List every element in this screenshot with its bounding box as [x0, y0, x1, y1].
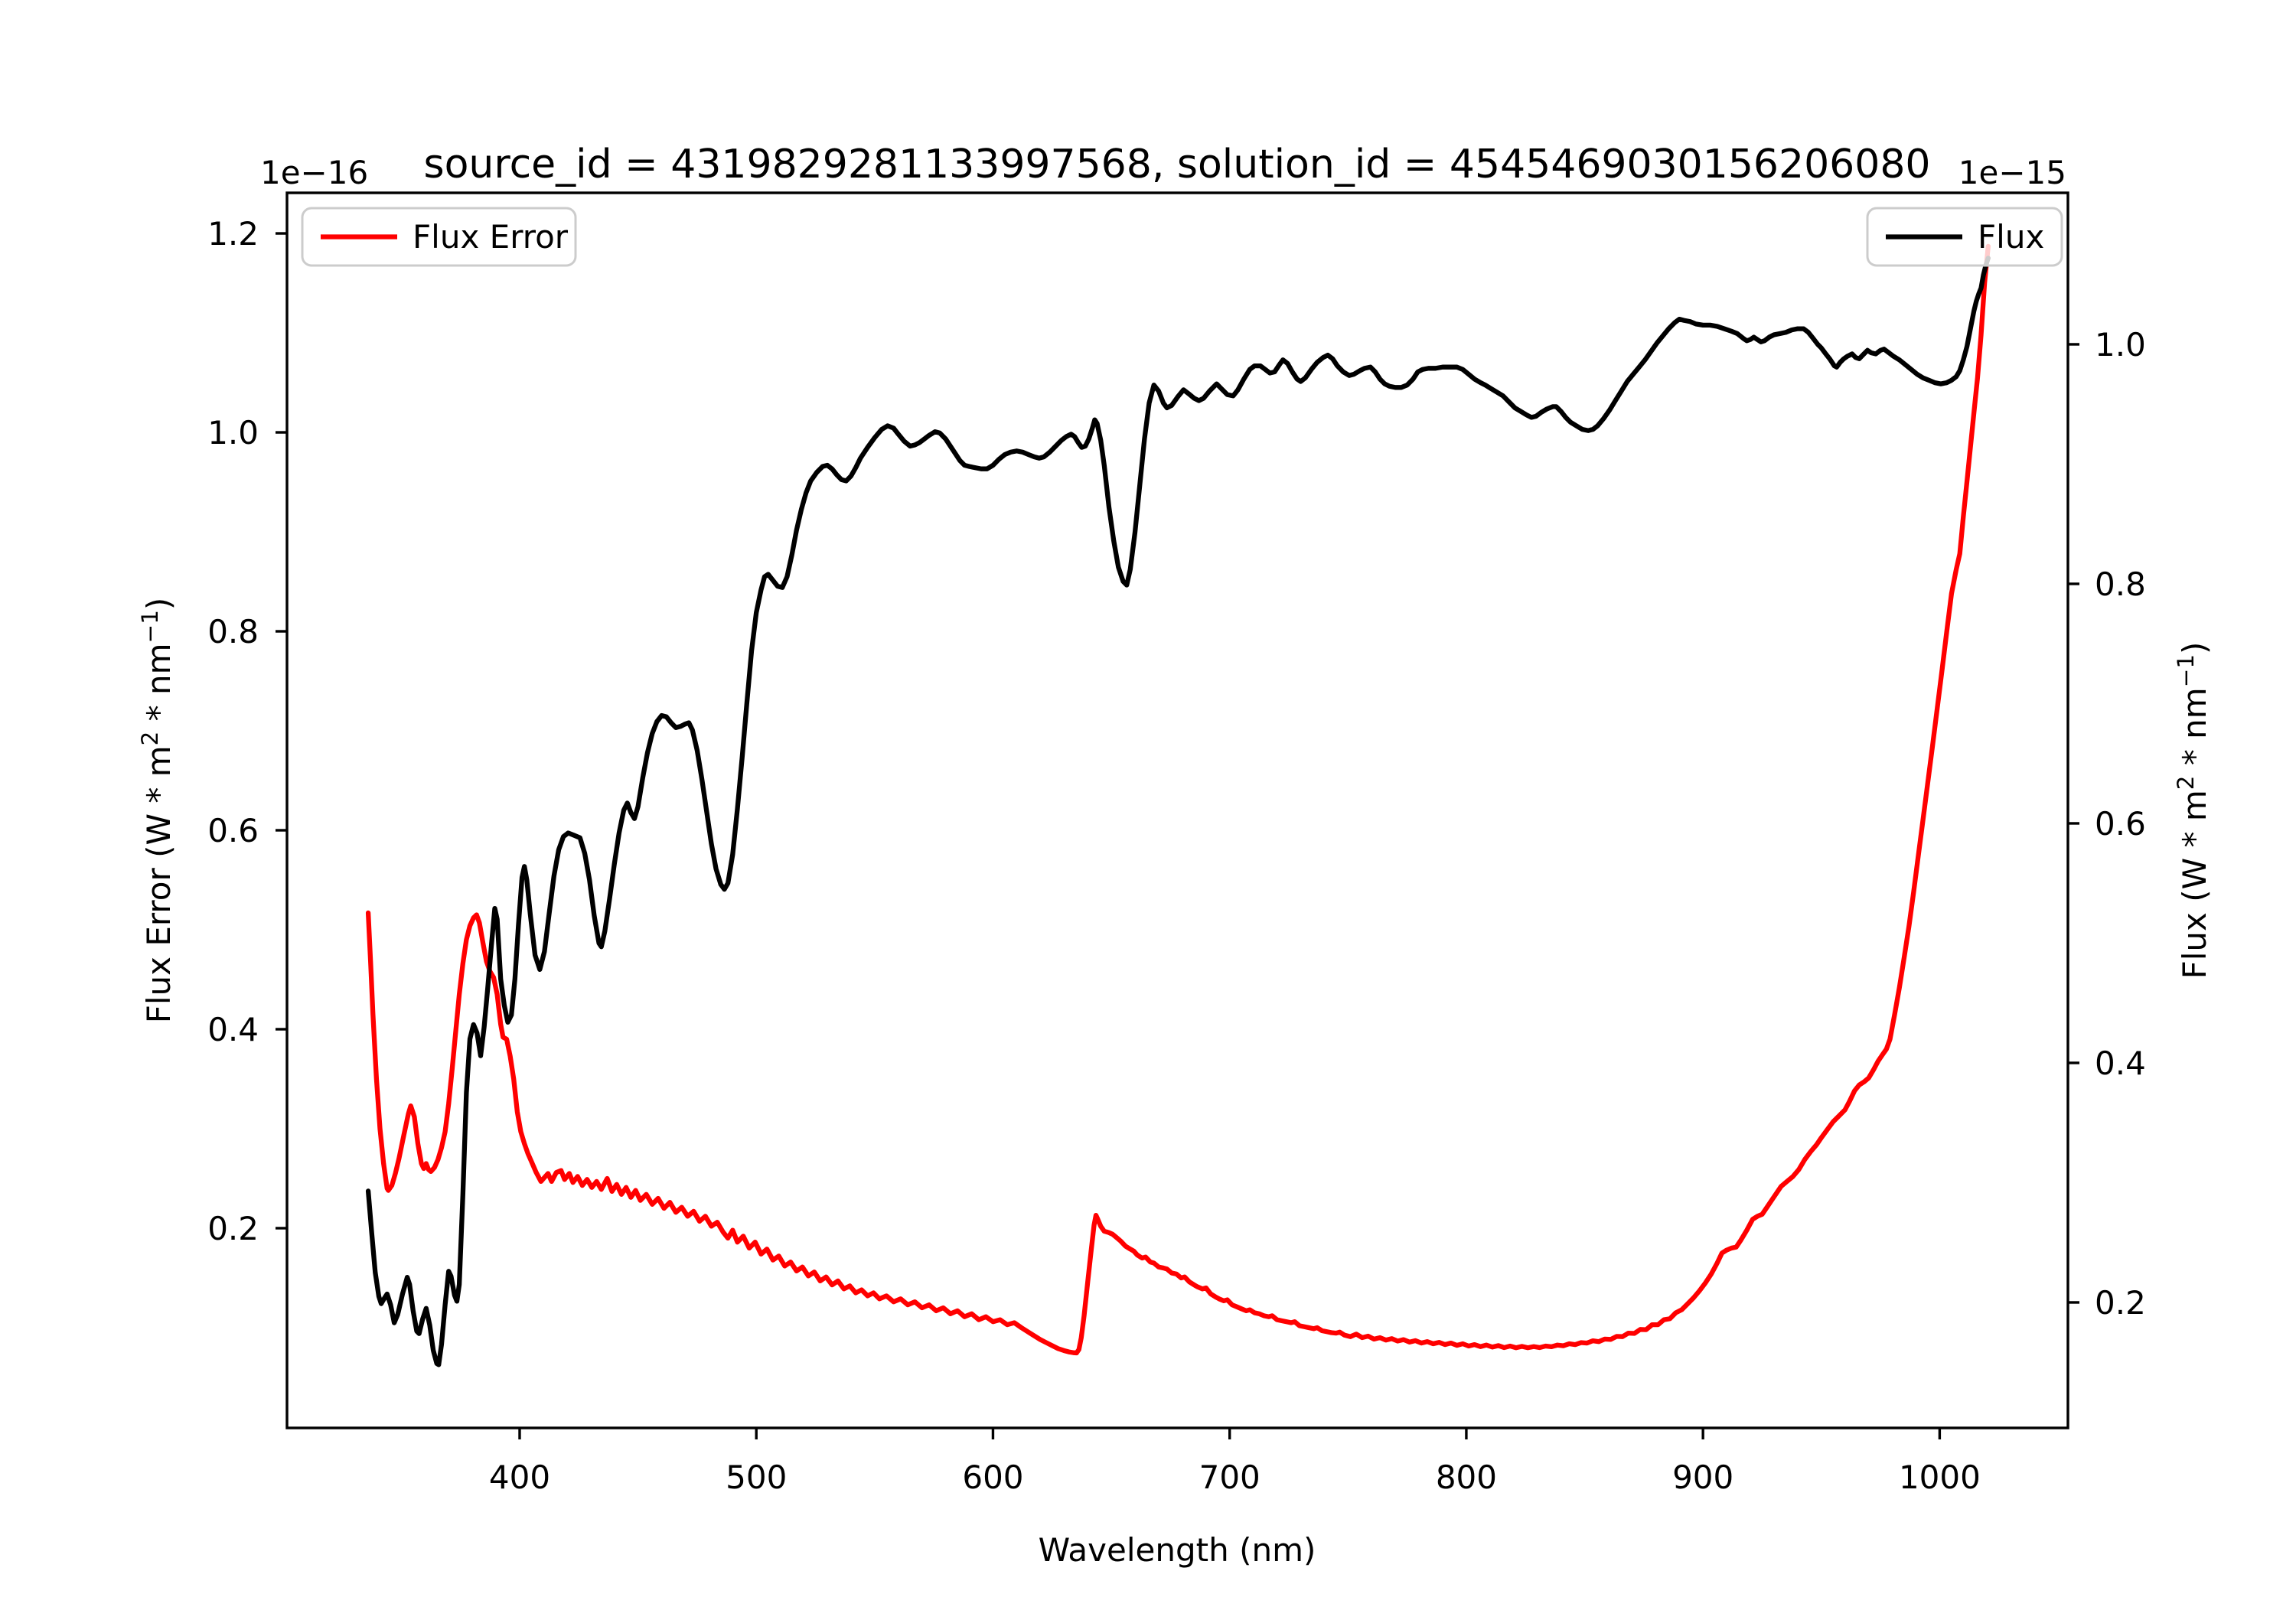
x-tick-label: 600	[962, 1459, 1023, 1496]
chart-title: source_id = 4319829281133997568, solutio…	[423, 142, 1930, 187]
x-tick-label: 500	[726, 1459, 787, 1496]
legend-label-flux: Flux	[1978, 218, 2044, 256]
left-y-axis-ticks: 0.2 0.4 0.6 0.8 1.0 1.2	[207, 215, 287, 1247]
right-y-axis-label: Flux (W * m2 * nm−1)	[2173, 642, 2213, 980]
left-y-tick-label: 0.2	[207, 1210, 259, 1247]
right-y-axis-ticks: 0.2 0.4 0.6 0.8 1.0	[2068, 326, 2146, 1322]
right-y-tick-label: 0.8	[2095, 566, 2146, 603]
left-y-tick-label: 1.0	[207, 414, 259, 451]
legend-flux-error: Flux Error	[301, 207, 577, 267]
flux-line	[365, 256, 1991, 1367]
left-y-tick-label: 0.6	[207, 812, 259, 849]
left-y-tick-label: 1.2	[207, 215, 259, 253]
x-tick-label: 800	[1436, 1459, 1497, 1496]
x-tick-label: 900	[1672, 1459, 1733, 1496]
left-axis-offset-text: 1e−16	[260, 154, 368, 191]
right-axis-offset-text: 1e−15	[1958, 154, 2066, 191]
legend-flux: Flux	[1866, 207, 2063, 267]
x-tick-label: 400	[489, 1459, 550, 1496]
axes-spines	[285, 191, 2069, 1429]
legend-label-flux-error: Flux Error	[413, 218, 569, 256]
left-y-tick-label: 0.4	[207, 1011, 259, 1048]
x-tick-label: 1000	[1899, 1459, 1981, 1496]
x-axis-ticks: 400 500 600 700 800 900 1000	[489, 1428, 1981, 1496]
legend-box	[301, 207, 577, 267]
right-y-tick-label: 0.2	[2095, 1284, 2146, 1322]
plot-background	[287, 193, 2068, 1428]
x-axis-label: Wavelength (nm)	[1039, 1531, 1316, 1569]
left-y-axis-label: Flux Error (W * m2 * nm−1)	[137, 598, 178, 1024]
left-y-tick-label: 0.8	[207, 613, 259, 650]
flux-error-line	[365, 243, 1991, 1356]
right-y-tick-label: 0.4	[2095, 1045, 2146, 1082]
right-y-tick-label: 1.0	[2095, 326, 2146, 363]
legend-box	[1866, 207, 2063, 267]
x-tick-label: 700	[1199, 1459, 1261, 1496]
right-y-tick-label: 0.6	[2095, 805, 2146, 843]
